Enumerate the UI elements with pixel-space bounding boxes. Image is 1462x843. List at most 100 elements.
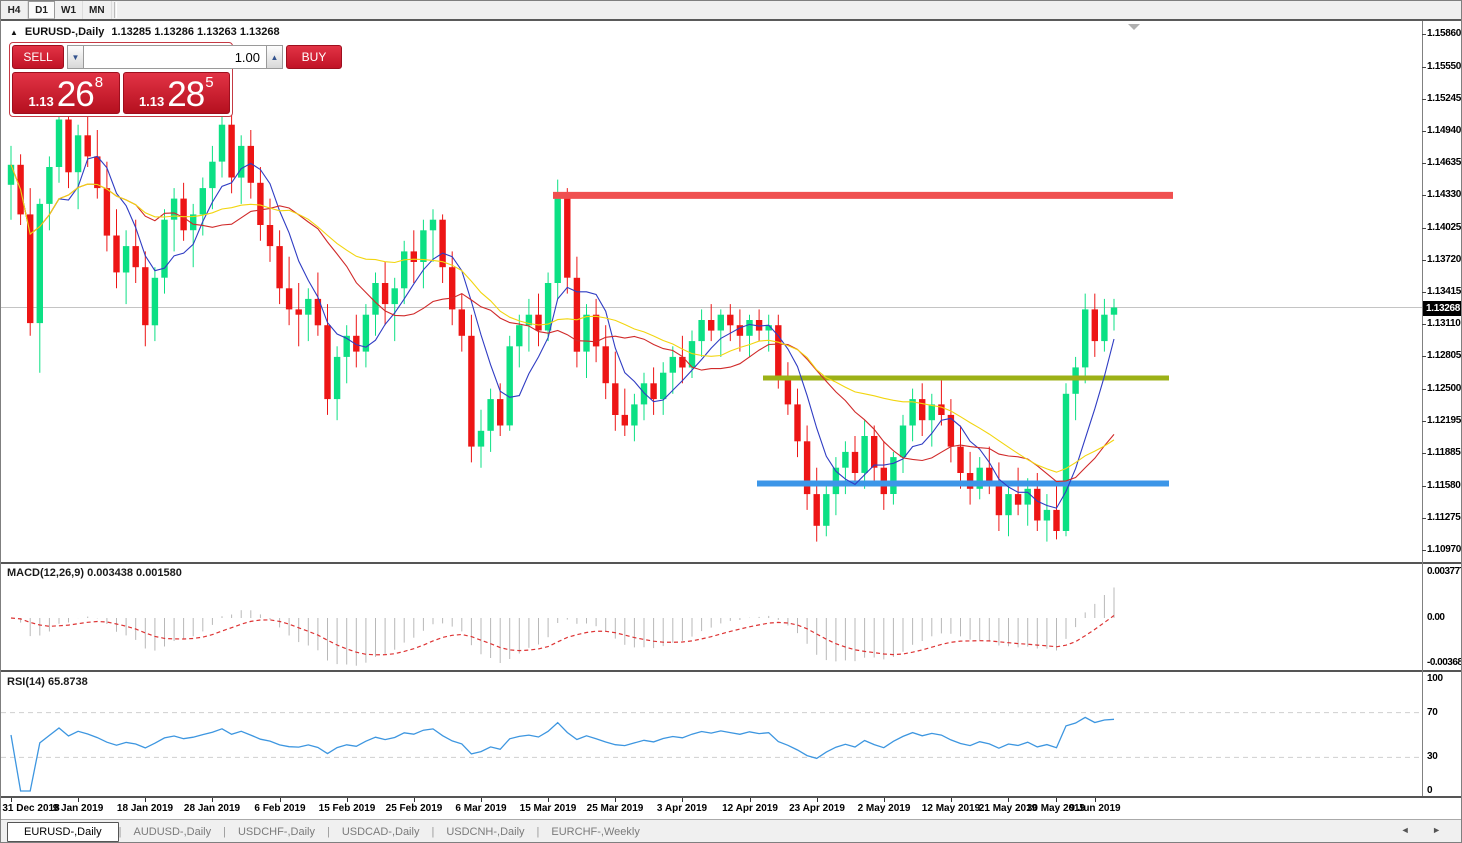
candle-body <box>583 314 590 352</box>
date-tick <box>817 798 818 802</box>
candle-body <box>151 277 159 326</box>
price-tick-label: 1.15245 <box>1427 93 1462 104</box>
main-chart-pane[interactable] <box>1 21 1422 562</box>
macd-tick-label: 0.00 <box>1427 612 1445 623</box>
collapse-triangle-icon[interactable]: ▲ <box>10 27 18 37</box>
macd-label: MACD(12,26,9) 0.003438 0.001580 <box>7 567 182 579</box>
ohlc-values: 1.13285 1.13286 1.13263 1.13268 <box>111 26 280 38</box>
candle-body <box>487 399 494 431</box>
tab-audusd-daily[interactable]: AUDUSD-,Daily <box>133 826 212 838</box>
price-tick-label: 1.13110 <box>1427 318 1461 329</box>
date-tick-label: 18 Jan 2019 <box>116 803 174 814</box>
buy-price-box[interactable]: 1.13 28 5 <box>122 72 230 114</box>
pane-splitter[interactable] <box>1 670 1461 672</box>
tab-usdcad-daily[interactable]: USDCAD-,Daily <box>341 826 420 838</box>
candle-body <box>688 341 696 368</box>
buy-price-pips: 28 <box>167 74 205 114</box>
tab-separator: | <box>536 826 540 838</box>
price-axis-border <box>1422 21 1423 796</box>
tab-eurchf-weekly[interactable]: EURCHF-,Weekly <box>551 826 640 838</box>
pane-splitter[interactable] <box>1 562 1461 564</box>
date-tick-label: 21 May 2019 <box>978 803 1038 814</box>
price-tick-label: 1.10970 <box>1427 544 1462 555</box>
date-tick <box>11 798 12 802</box>
price-tick <box>1422 453 1426 454</box>
tab-usdcnh-daily[interactable]: USDCNH-,Daily <box>446 826 525 838</box>
candle-body <box>708 320 715 331</box>
price-tick-label: 1.14330 <box>1427 189 1462 200</box>
candle-body <box>679 356 686 368</box>
symbol-period-label: EURUSD-,Daily <box>24 26 105 38</box>
date-tick <box>1095 798 1096 802</box>
candle-body <box>775 325 782 378</box>
candle-body <box>909 399 916 426</box>
price-tick <box>1422 292 1426 293</box>
volume-input[interactable] <box>84 45 266 69</box>
candle-body <box>986 467 993 484</box>
candle-body <box>928 404 935 421</box>
buy-button[interactable]: BUY <box>286 45 342 69</box>
candle-body <box>449 267 456 310</box>
timeframe-button-mn[interactable]: MN <box>83 1 112 19</box>
candle-body <box>631 404 638 426</box>
date-tick <box>1008 798 1009 802</box>
candle-body <box>592 314 600 347</box>
candlestick-chart[interactable] <box>1 21 1422 562</box>
date-tick-label: 31 Dec 2018 <box>2 803 60 814</box>
date-tick-label: 12 Apr 2019 <box>722 803 778 814</box>
candle-body <box>602 346 609 384</box>
candle-body <box>1062 393 1070 531</box>
timeframe-button-h4[interactable]: H4 <box>1 1 28 19</box>
axis-divider <box>1 796 1461 798</box>
macd-chart[interactable] <box>1 565 1422 670</box>
candle-body <box>7 164 15 185</box>
price-tick <box>1422 34 1426 35</box>
candle-body <box>46 167 53 204</box>
date-tick-label: 6 Feb 2019 <box>254 803 306 814</box>
sell-button[interactable]: SELL <box>12 45 64 69</box>
date-tick-label: 9 Jun 2019 <box>1069 803 1121 814</box>
price-tick <box>1422 518 1426 519</box>
macd-tick-label: 0.003777 <box>1427 566 1462 577</box>
date-tick-label: 25 Feb 2019 <box>385 803 443 814</box>
candle-body <box>660 372 667 400</box>
tab-eurusd-daily[interactable]: EURUSD-,Daily <box>7 822 119 842</box>
tab-scroll-arrows[interactable]: ◄ ► <box>1400 825 1451 835</box>
candle-body <box>842 451 849 468</box>
volume-increase-button[interactable]: ▲ <box>266 45 283 69</box>
candle-body <box>497 399 504 426</box>
candle-body <box>190 214 197 231</box>
candle-body <box>362 314 370 352</box>
date-tick <box>145 798 146 802</box>
price-tick <box>1422 260 1426 261</box>
volume-decrease-button[interactable]: ▼ <box>67 45 84 69</box>
timeframe-button-d1[interactable]: D1 <box>28 1 55 19</box>
price-tick <box>1422 486 1426 487</box>
candle-body <box>995 483 1003 516</box>
candle-body <box>180 198 187 231</box>
chart-header: ▲ EURUSD-,Daily 1.13285 1.13286 1.13263 … <box>10 26 280 38</box>
date-tick-label: 2 May 2019 <box>857 803 911 814</box>
sell-price-box[interactable]: 1.13 26 8 <box>12 72 120 114</box>
rsi-pane[interactable] <box>1 673 1422 796</box>
candle-body <box>170 198 178 220</box>
rsi-line <box>10 716 1115 792</box>
date-tick <box>884 798 885 802</box>
price-tick <box>1422 228 1426 229</box>
candle-body <box>813 494 820 526</box>
candle-body <box>429 219 437 231</box>
candle-body <box>228 124 235 178</box>
candle-body <box>784 378 792 405</box>
date-tick <box>548 798 549 802</box>
tab-usdchf-daily[interactable]: USDCHF-,Daily <box>237 826 315 838</box>
rsi-tick-label: 100 <box>1427 673 1443 684</box>
candle-body <box>640 383 648 405</box>
date-tick-label: 30 May 2019 <box>1026 803 1086 814</box>
rsi-chart[interactable] <box>1 673 1422 796</box>
candle-body <box>305 298 312 315</box>
timeframe-button-w1[interactable]: W1 <box>55 1 83 19</box>
date-tick-label: 9 Jan 2019 <box>52 803 104 814</box>
macd-pane[interactable] <box>1 565 1422 670</box>
macd-tick-label: -0.003682 <box>1427 657 1462 668</box>
price-tick <box>1422 67 1426 68</box>
